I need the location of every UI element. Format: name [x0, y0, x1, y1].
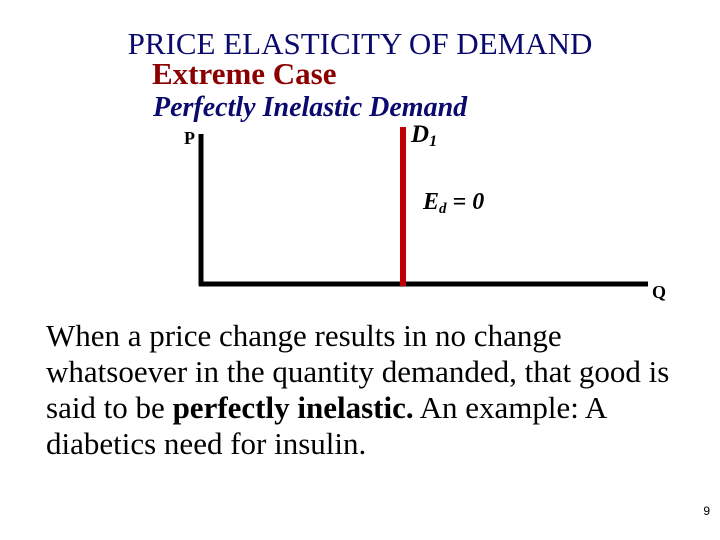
demand-curve-label: D1 [411, 121, 437, 156]
explanation-part-1: When a price change results in no change… [46, 318, 670, 425]
elasticity-symbol: E [423, 189, 440, 215]
curve-label-subscript: 1 [429, 133, 438, 150]
curve-label-main: D [411, 121, 430, 148]
explanation-bold-term: perfectly inelastic. [172, 390, 414, 425]
elasticity-subscript: d [439, 201, 447, 217]
page-number: 9 [703, 504, 710, 518]
explanation-part-2: An example: A diabetics need for insulin… [46, 390, 606, 461]
slide-subtitle: Extreme Case [152, 56, 337, 91]
price-axis-label: P [184, 128, 195, 148]
case-label: Perfectly Inelastic Demand [153, 92, 468, 123]
elasticity-value: = 0 [452, 189, 485, 215]
slide-title: PRICE ELASTICITY OF DEMAND [127, 26, 593, 61]
explanation-text: When a price change results in no change… [46, 318, 686, 462]
quantity-axis-label: Q [652, 282, 667, 302]
elasticity-label: Ed = 0 [423, 188, 484, 223]
